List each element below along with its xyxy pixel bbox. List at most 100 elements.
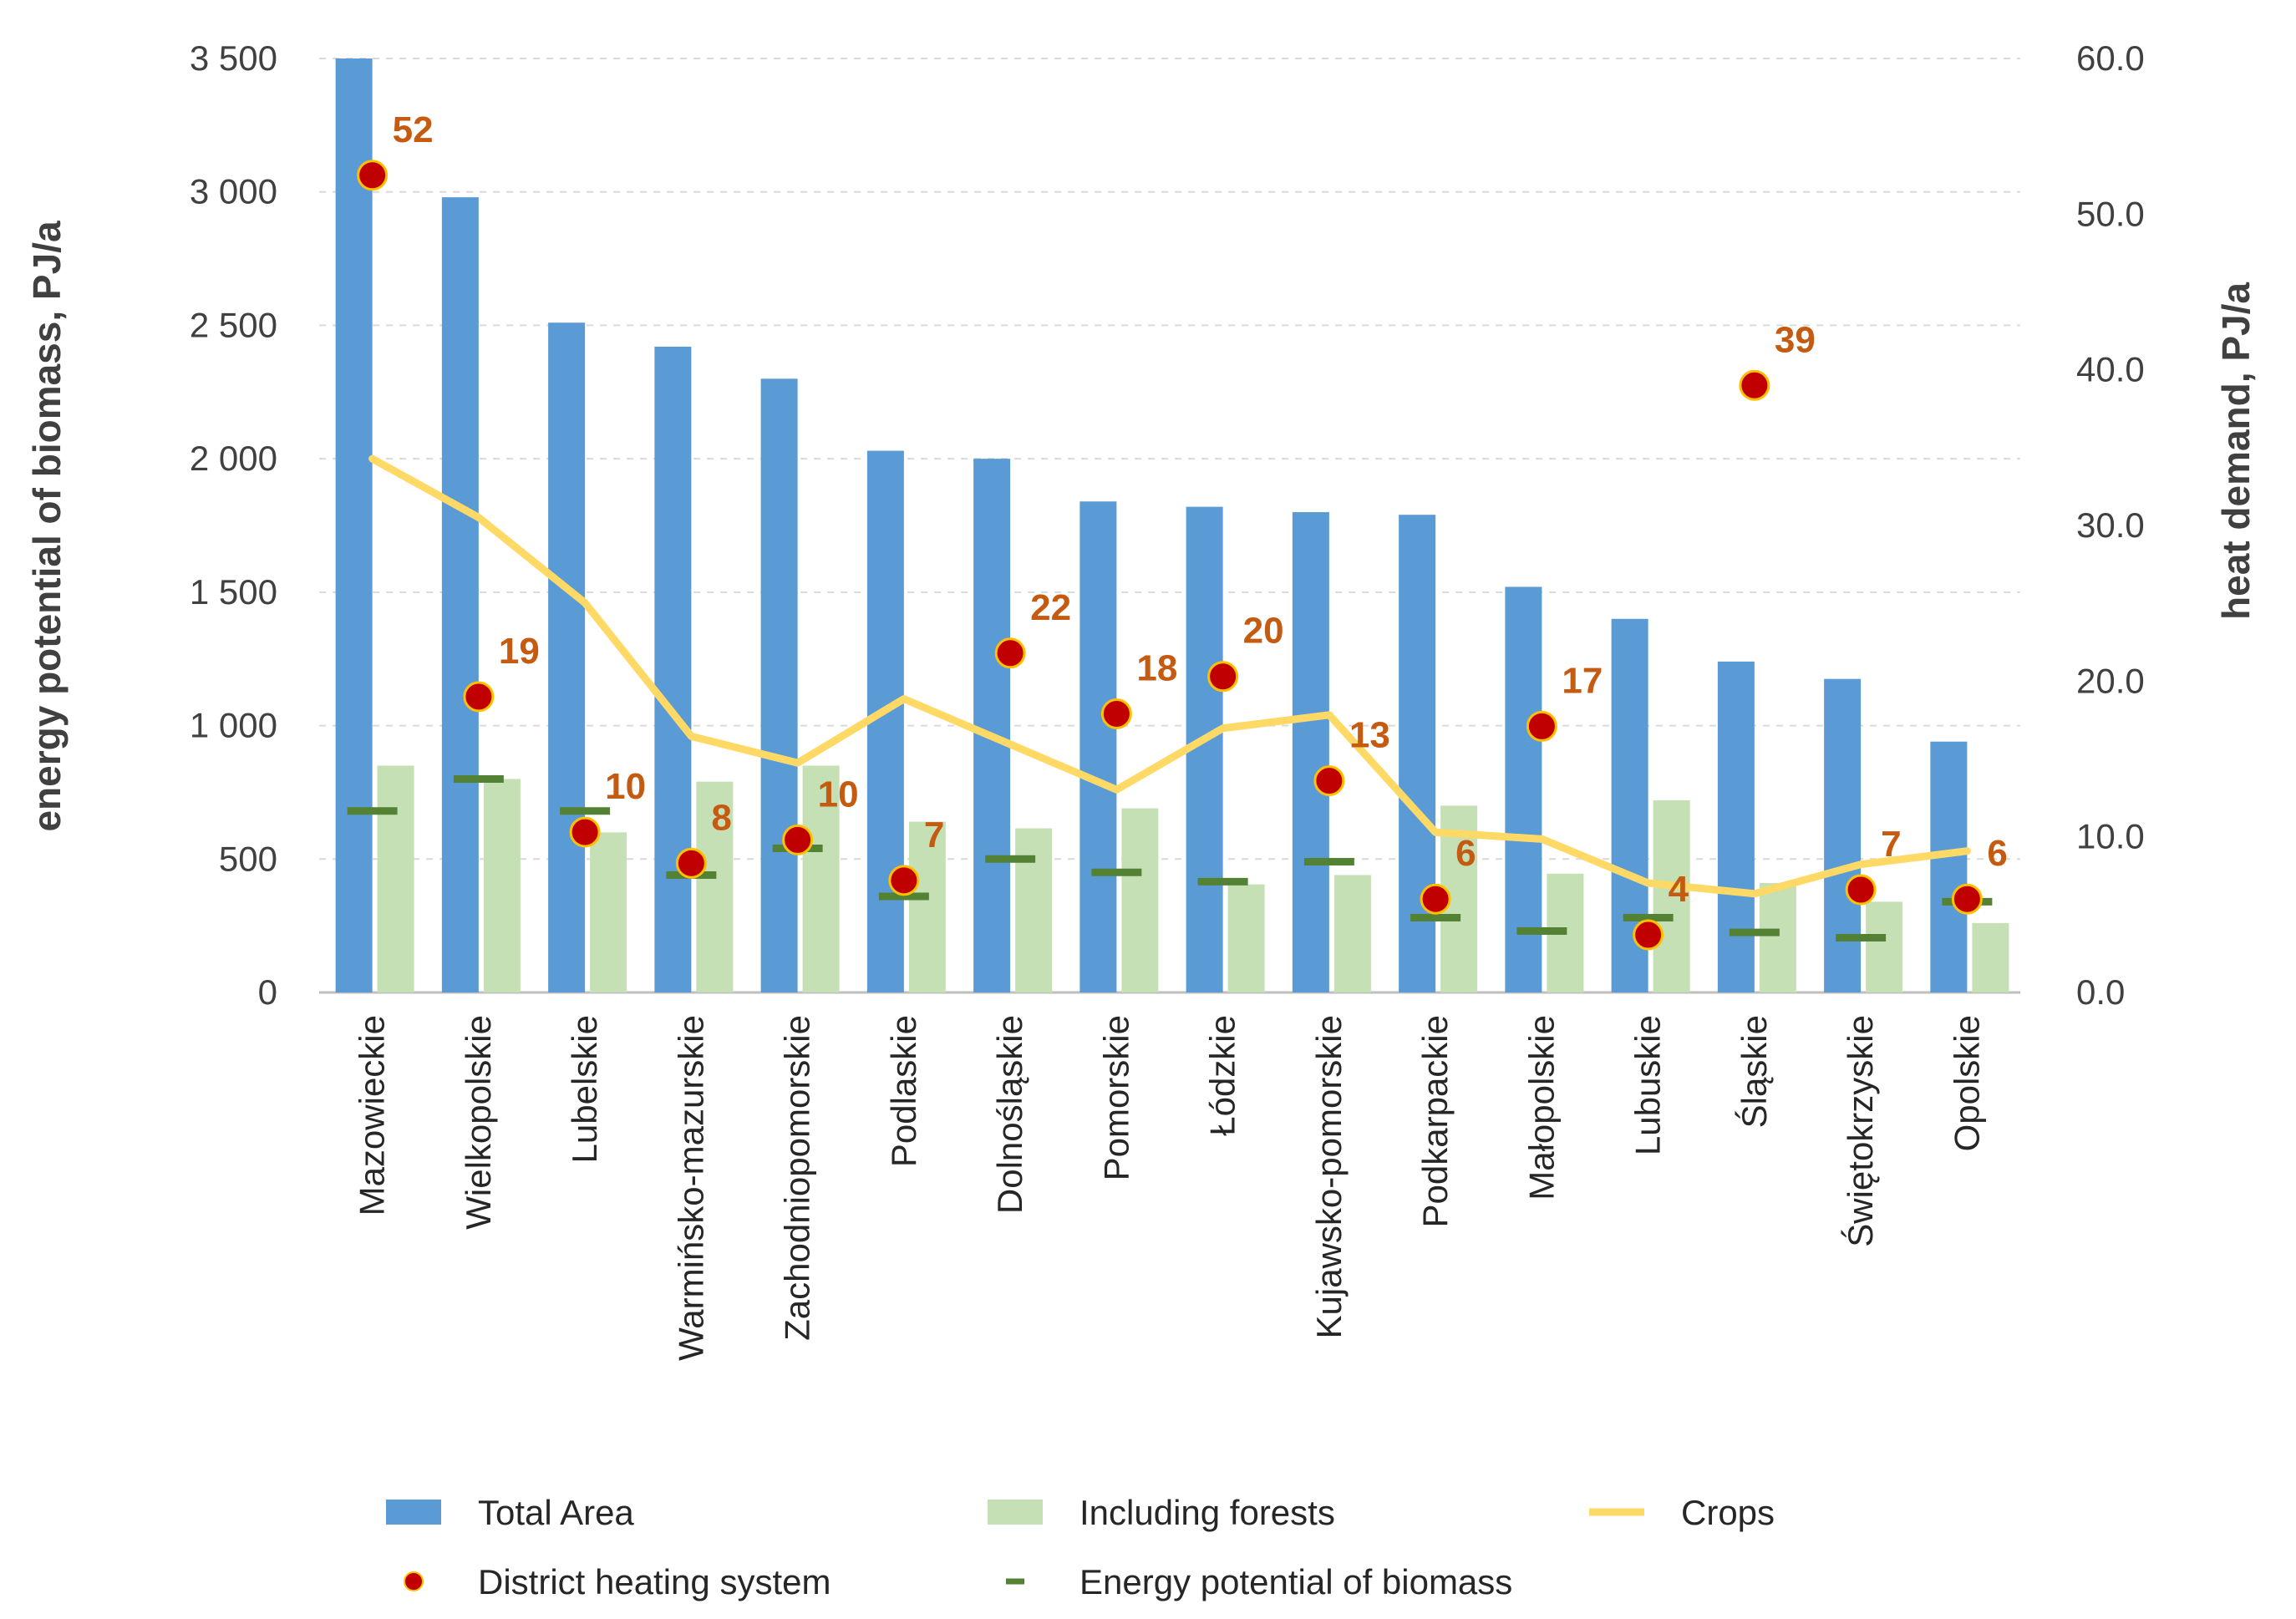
district-heating-dot xyxy=(675,847,707,879)
district-heating-dot xyxy=(1313,765,1345,797)
bar-including-forests xyxy=(1227,884,1265,992)
district-heating-dot xyxy=(569,816,601,848)
y2-tick-label: 0.0 xyxy=(2076,972,2125,1012)
category-label: Podlaskie xyxy=(884,1015,923,1167)
y2-tick-label: 30.0 xyxy=(2076,505,2145,545)
crops-series-line xyxy=(368,454,1971,898)
crops-line xyxy=(368,454,1971,898)
bars xyxy=(335,58,2009,993)
district-heating-dot xyxy=(1207,661,1239,693)
district-heating-dot xyxy=(463,681,495,713)
bar-including-forests xyxy=(696,781,734,992)
district-heating-dot xyxy=(1845,874,1877,906)
biomass-markers xyxy=(347,774,1993,942)
category-label: Kujawsko-pomorskie xyxy=(1309,1015,1349,1338)
category-label: Lubelskie xyxy=(565,1015,604,1163)
data-label: 7 xyxy=(1881,824,1901,865)
data-label: 7 xyxy=(924,815,944,855)
district-heating-dot xyxy=(994,637,1026,669)
data-label: 8 xyxy=(711,797,731,838)
data-label: 19 xyxy=(499,631,540,672)
bar-including-forests xyxy=(377,765,414,992)
bar-total-area xyxy=(1824,678,1862,992)
district-heating-dot xyxy=(1526,710,1557,742)
legend-swatch xyxy=(988,1500,1043,1525)
bar-including-forests xyxy=(1972,922,2009,992)
legend-label: Including forests xyxy=(1079,1493,1335,1532)
district-heating-dot xyxy=(1420,883,1451,915)
data-label: 13 xyxy=(1349,715,1390,756)
category-label: Zachodniopomorskie xyxy=(778,1015,817,1341)
district-heating-dot xyxy=(1951,883,1983,915)
bar-including-forests xyxy=(1015,828,1053,992)
category-label: Łódzkie xyxy=(1203,1015,1242,1136)
category-label: Opolskie xyxy=(1947,1015,1986,1151)
category-label: Mazowieckie xyxy=(353,1015,392,1216)
legend-label: District heating system xyxy=(478,1562,831,1601)
bar-including-forests xyxy=(590,832,627,992)
legend-swatch xyxy=(386,1500,441,1525)
y-tick-label: 500 xyxy=(219,839,277,878)
bar-total-area xyxy=(441,197,479,993)
y2-tick-label: 20.0 xyxy=(2076,661,2145,700)
district-heating-dot xyxy=(357,160,389,191)
y-tick-label: 2 000 xyxy=(190,439,277,478)
y2-axis-title: heat demand, PJ/a xyxy=(2214,282,2258,620)
legend-label: Energy potential of biomass xyxy=(1079,1562,1512,1601)
category-label: Pomorskie xyxy=(1096,1015,1135,1180)
bar-including-forests xyxy=(483,779,521,992)
legend-label: Total Area xyxy=(478,1493,634,1532)
district-heating-dot xyxy=(1633,919,1664,951)
district-heating-dot xyxy=(782,824,814,855)
data-label: 52 xyxy=(393,109,434,150)
data-label: 22 xyxy=(1030,587,1071,628)
bar-total-area xyxy=(335,58,373,992)
category-label: Małopolskie xyxy=(1521,1015,1561,1200)
legend: Total Area Including forests Crops District… xyxy=(386,1493,1775,1601)
bar-total-area xyxy=(1292,512,1329,992)
y-tick-label: 2 500 xyxy=(190,305,277,344)
bar-total-area xyxy=(1717,661,1755,992)
bar-including-forests xyxy=(1121,808,1159,992)
bar-including-forests xyxy=(802,765,840,992)
data-label: 39 xyxy=(1775,319,1816,360)
data-label: 6 xyxy=(1987,833,2007,874)
district-heating-dot xyxy=(1100,698,1132,729)
data-label: 4 xyxy=(1669,869,1689,910)
category-label: Lubuskie xyxy=(1628,1015,1668,1155)
y-tick-label: 1 500 xyxy=(190,572,277,612)
y2-tick-label: 60.0 xyxy=(2076,38,2145,78)
y2-tick-label: 40.0 xyxy=(2076,350,2145,389)
bar-including-forests xyxy=(1759,883,1796,992)
category-label: Śląskie xyxy=(1734,1015,1774,1128)
bar-total-area xyxy=(760,378,798,992)
y-axis-title: energy potential of biomass, PJ/a xyxy=(25,221,69,831)
data-label: 10 xyxy=(605,766,646,807)
y2-tick-label: 50.0 xyxy=(2076,194,2145,233)
y-tick-label: 3 500 xyxy=(190,38,277,78)
category-label: Wielkopolskie xyxy=(459,1015,498,1230)
bar-total-area xyxy=(548,322,586,993)
legend-swatch xyxy=(404,1571,424,1591)
data-label: 10 xyxy=(818,774,859,815)
category-label: Podkarpackie xyxy=(1415,1015,1455,1227)
category-labels: Mazowieckie Wielkopolskie Lubelskie Warmińs… xyxy=(353,1015,1987,1361)
bar-total-area xyxy=(1930,741,1968,992)
data-label: 17 xyxy=(1562,660,1603,701)
bar-total-area xyxy=(654,346,692,992)
bar-total-area xyxy=(1505,586,1542,992)
bar-including-forests xyxy=(1653,800,1690,992)
bar-including-forests xyxy=(1333,875,1371,992)
category-label: Świętokrzyskie xyxy=(1840,1015,1880,1247)
district-heating-dot xyxy=(888,865,920,896)
y-axis-ticks: 3 500 3 000 2 500 2 000 1 500 1 000 500 0 xyxy=(190,38,277,1012)
y2-tick-label: 10.0 xyxy=(2076,817,2145,856)
bar-total-area xyxy=(973,459,1011,992)
y-tick-label: 0 xyxy=(258,972,277,1012)
district-heating-dots: 52 19 10 8 10 7 22 18 20 13 6 17 4 39 7 6 xyxy=(357,109,2008,951)
category-label: Warmińsko-mazurskie xyxy=(671,1015,710,1361)
category-label: Dolnośląskie xyxy=(990,1015,1029,1214)
y-tick-label: 1 000 xyxy=(190,706,277,745)
legend-label: Crops xyxy=(1681,1493,1775,1532)
